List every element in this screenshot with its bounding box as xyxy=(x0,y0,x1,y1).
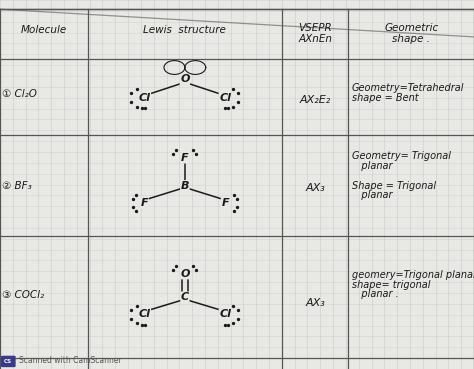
Text: Lewis  structure: Lewis structure xyxy=(144,24,226,35)
Text: CS: CS xyxy=(4,359,12,364)
Text: geomery=Trigonal planar: geomery=Trigonal planar xyxy=(352,270,474,280)
Text: Cl: Cl xyxy=(138,309,151,320)
Text: shape .: shape . xyxy=(392,34,430,45)
Text: Scanned with CamScanner: Scanned with CamScanner xyxy=(19,356,122,365)
Text: AXnEn: AXnEn xyxy=(298,34,332,44)
Text: shape= trigonal: shape= trigonal xyxy=(352,280,430,290)
Text: ① Cl₂O: ① Cl₂O xyxy=(2,89,37,99)
Text: ③ COCl₂: ③ COCl₂ xyxy=(2,290,45,300)
Text: C: C xyxy=(181,292,189,302)
Text: Geometric: Geometric xyxy=(384,23,438,33)
Text: AX₂E₂: AX₂E₂ xyxy=(300,94,331,105)
Text: planar .: planar . xyxy=(352,289,399,299)
Text: F: F xyxy=(181,153,189,163)
Text: AX₃: AX₃ xyxy=(305,183,325,193)
Text: F: F xyxy=(141,198,148,208)
Text: ② BF₃: ② BF₃ xyxy=(2,181,32,192)
Text: Geometry= Trigonal: Geometry= Trigonal xyxy=(352,151,451,161)
Text: F: F xyxy=(221,198,229,208)
Text: planar: planar xyxy=(352,161,392,170)
Text: planar: planar xyxy=(352,190,392,200)
Text: O: O xyxy=(180,269,190,279)
FancyBboxPatch shape xyxy=(1,356,16,367)
Text: Geometry=Tetrahedral: Geometry=Tetrahedral xyxy=(352,83,464,93)
Text: shape = Bent: shape = Bent xyxy=(352,93,419,103)
Text: Cl: Cl xyxy=(138,93,151,103)
Text: Molecule: Molecule xyxy=(20,24,67,35)
Text: VSEPR: VSEPR xyxy=(298,23,332,33)
Text: AX₃: AX₃ xyxy=(305,297,325,308)
Text: B: B xyxy=(181,180,189,191)
Text: O: O xyxy=(180,74,190,85)
Text: Cl: Cl xyxy=(219,93,231,103)
Text: Cl: Cl xyxy=(219,309,231,320)
Text: Shape = Trigonal: Shape = Trigonal xyxy=(352,181,436,191)
